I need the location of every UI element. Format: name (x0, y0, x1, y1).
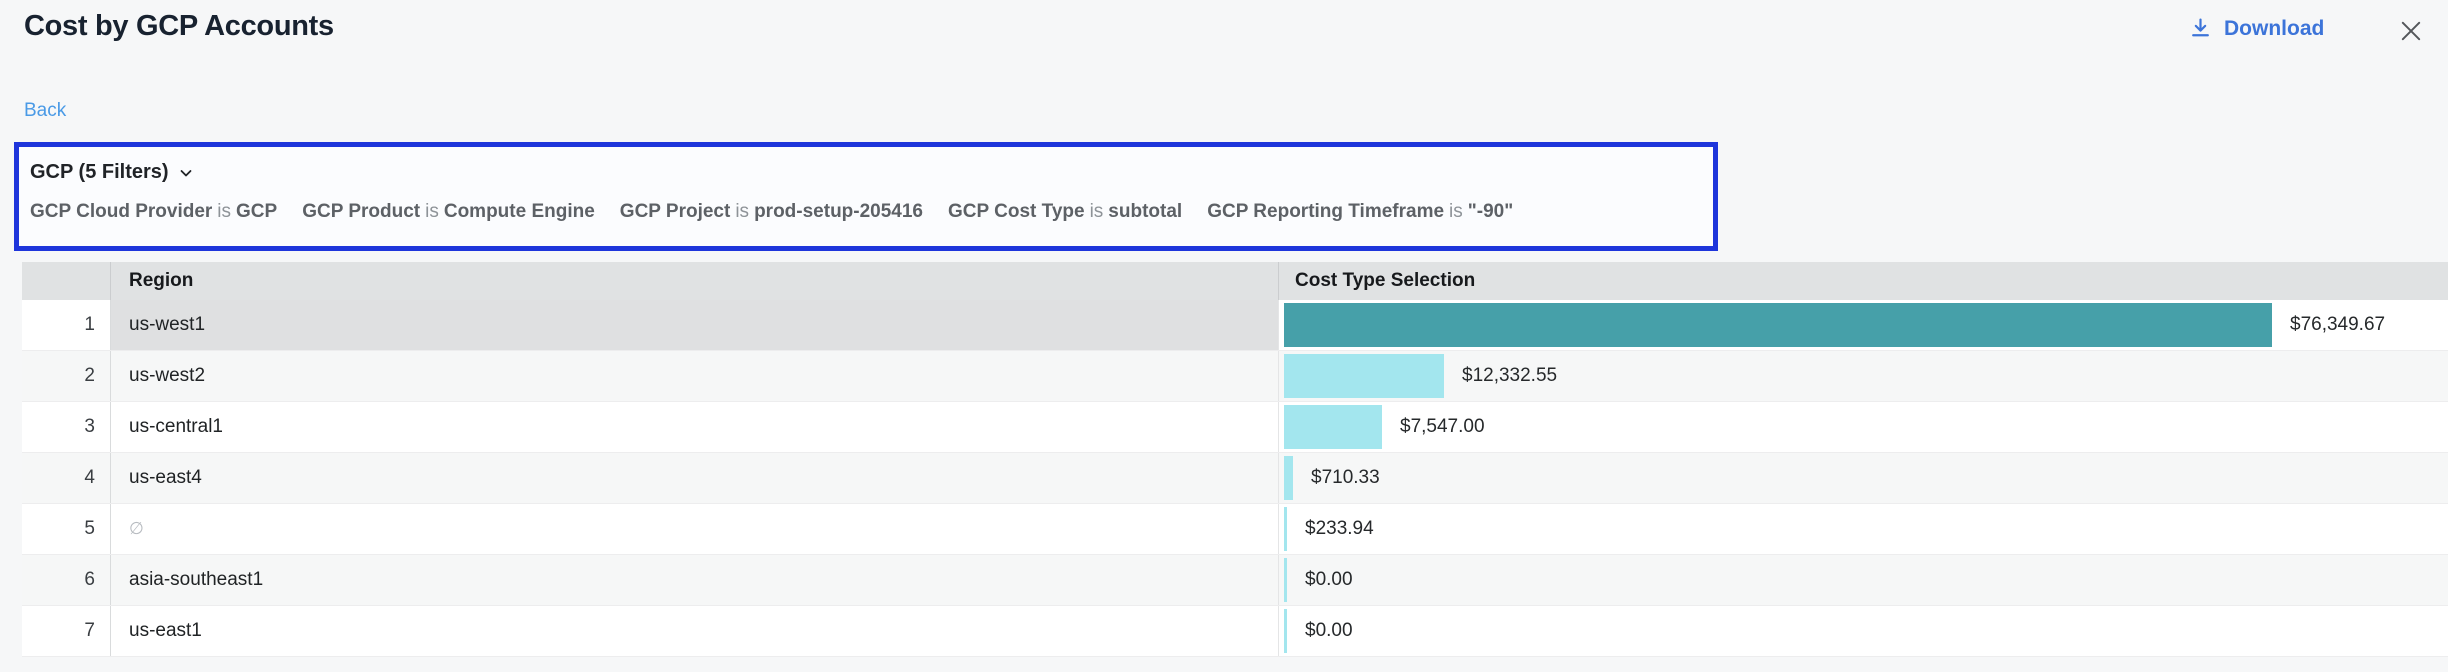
cost-bar (1284, 609, 1287, 653)
download-icon (2188, 16, 2213, 41)
download-button[interactable]: Download (2188, 16, 2324, 41)
chevron-down-icon (178, 165, 194, 181)
table-row[interactable]: 4 us-east4 $710.33 (22, 453, 2448, 504)
filter-value: subtotal (1108, 201, 1183, 222)
cost-bar (1284, 558, 1287, 602)
cost-value-label: $7,547.00 (1400, 416, 1485, 437)
filter-operator: is (217, 201, 232, 222)
filter-item: GCP Reporting Timeframe is "-90" (1207, 201, 1513, 223)
region-cell[interactable]: us-central1 (110, 402, 1278, 452)
table-row[interactable]: 3 us-central1 $7,547.00 (22, 402, 2448, 453)
close-button[interactable] (2394, 14, 2428, 48)
cost-value-label: $12,332.55 (1462, 365, 1558, 386)
filter-field: GCP Cloud Provider (30, 201, 213, 222)
cost-bar-cell[interactable]: $710.33 (1278, 453, 2448, 503)
filter-field: GCP Reporting Timeframe (1207, 201, 1445, 222)
cost-value-label: $233.94 (1305, 518, 1374, 539)
region-cell[interactable]: asia-southeast1 (110, 555, 1278, 605)
region-cell[interactable]: us-east1 (110, 606, 1278, 656)
filter-summary-label: GCP (5 Filters) (30, 161, 169, 183)
region-cell[interactable]: us-east4 (110, 453, 1278, 503)
region-column-header[interactable]: Region (110, 262, 1278, 300)
cost-bar-cell[interactable]: $12,332.55 (1278, 351, 2448, 401)
row-number-cell: 5 (84, 518, 95, 539)
filter-panel: GCP (5 Filters) GCP Cloud Provider is GCP G… (14, 142, 1718, 251)
close-icon (2397, 17, 2425, 45)
cost-bar (1284, 354, 1444, 398)
filter-item: GCP Project is prod-setup-205416 (620, 201, 923, 223)
cost-bar (1284, 456, 1293, 500)
cost-bar (1284, 405, 1382, 449)
cost-value-label: $76,349.67 (2290, 314, 2386, 335)
table-body: 1 us-west1 $76,349.67 2 us-west2 $12,332.55 3 u… (22, 300, 2448, 657)
cost-value-label: $0.00 (1305, 569, 1353, 590)
row-number-cell: 7 (84, 620, 95, 641)
row-number-cell: 1 (84, 314, 95, 335)
cost-bar-cell[interactable]: $76,349.67 (1278, 300, 2448, 350)
table-row[interactable]: 1 us-west1 $76,349.67 (22, 300, 2448, 351)
cost-bar-cell[interactable]: $0.00 (1278, 555, 2448, 605)
row-number-cell: 2 (84, 365, 95, 386)
filter-field: GCP Product (302, 201, 421, 222)
filter-operator: is (425, 201, 439, 222)
cost-bar-cell[interactable]: $0.00 (1278, 606, 2448, 656)
cost-value-label: $710.33 (1311, 467, 1380, 488)
table-row[interactable]: 2 us-west2 $12,332.55 (22, 351, 2448, 402)
row-number-column-header (22, 262, 110, 300)
filter-value: "-90" (1467, 201, 1514, 222)
table-header-row: Region Cost Type Selection (22, 262, 2448, 300)
filter-value: Compute Engine (443, 201, 595, 222)
filter-summary-toggle[interactable]: GCP (5 Filters) (30, 161, 194, 184)
filter-field: GCP Project (619, 201, 731, 222)
region-cell[interactable]: us-west1 (110, 300, 1278, 350)
cost-column-header[interactable]: Cost Type Selection (1278, 262, 2448, 300)
table-row[interactable]: 7 us-east1 $0.00 (22, 606, 2448, 657)
filter-item: GCP Cloud Provider is GCP (30, 201, 277, 223)
page-title: Cost by GCP Accounts (24, 10, 334, 42)
cost-value-label: $0.00 (1305, 620, 1353, 641)
cost-table: Region Cost Type Selection 1 us-west1 $76,… (22, 262, 2448, 657)
filter-operator: is (1449, 201, 1463, 222)
region-cell[interactable]: ∅ (110, 504, 1278, 554)
table-row[interactable]: 5 ∅ $233.94 (22, 504, 2448, 555)
cost-bar-cell[interactable]: $7,547.00 (1278, 402, 2448, 452)
region-cell[interactable]: us-west2 (110, 351, 1278, 401)
cost-bar-cell[interactable]: $233.94 (1278, 504, 2448, 554)
filter-value: GCP (236, 201, 278, 222)
filter-list: GCP Cloud Provider is GCP GCP Product is Comp… (30, 201, 1713, 223)
table-row[interactable]: 6 asia-southeast1 $0.00 (22, 555, 2448, 606)
back-link[interactable]: Back (24, 100, 67, 121)
filter-operator: is (735, 201, 750, 222)
filter-operator: is (1089, 201, 1104, 222)
filter-field: GCP Cost Type (948, 201, 1085, 222)
filter-item: GCP Cost Type is subtotal (948, 201, 1182, 223)
download-label: Download (2224, 16, 2325, 40)
row-number-cell: 3 (84, 416, 95, 437)
row-number-cell: 6 (84, 569, 95, 590)
filter-value: prod-setup-205416 (754, 201, 924, 222)
cost-bar (1284, 303, 2272, 347)
row-number-cell: 4 (84, 467, 95, 488)
cost-bar (1284, 507, 1287, 551)
filter-item: GCP Product is Compute Engine (302, 201, 595, 223)
